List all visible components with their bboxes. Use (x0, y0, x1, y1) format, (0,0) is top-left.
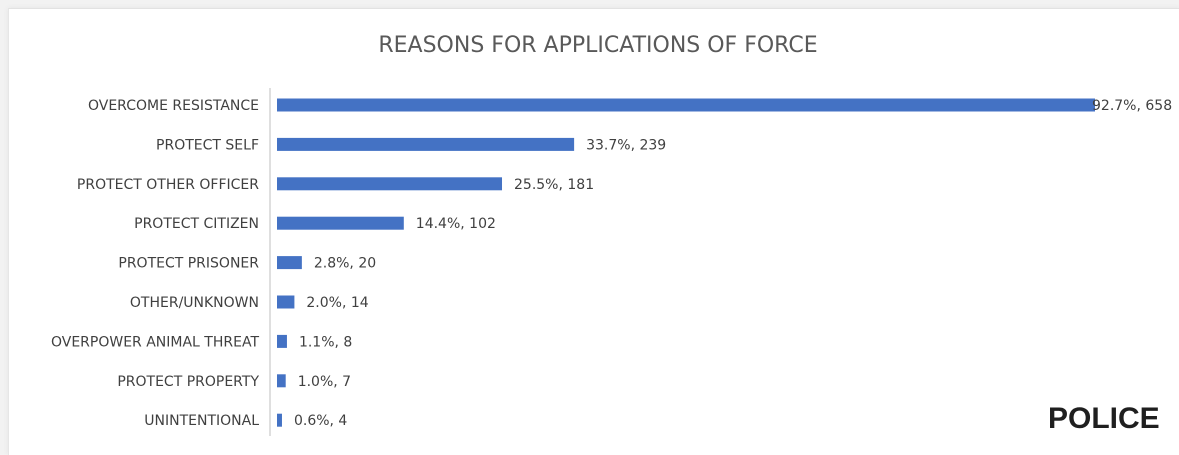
category-label: PROTECT PRISONER (118, 256, 259, 272)
data-label: 1.1%, 8 (299, 334, 352, 350)
data-label: 25.5%, 181 (514, 177, 594, 193)
bar (277, 137, 575, 151)
data-label: 1.0%, 7 (298, 374, 351, 390)
bars-group: OVERCOME RESISTANCE 92.7%, 658 PROTECT SEL… (51, 98, 1172, 429)
data-label: 33.7%, 239 (586, 137, 666, 153)
category-label: PROTECT CITIZEN (134, 216, 259, 232)
data-label: 14.4%, 102 (416, 216, 496, 232)
category-label: PROTECT OTHER OFFICER (77, 177, 259, 193)
data-label: 0.6%, 4 (294, 413, 347, 429)
category-label: OVERPOWER ANIMAL THREAT (51, 334, 259, 350)
category-label: OVERCOME RESISTANCE (88, 98, 259, 114)
bar (277, 216, 404, 230)
category-label: PROTECT SELF (156, 137, 259, 153)
bar (277, 177, 503, 191)
bar (277, 295, 295, 309)
bar (277, 334, 287, 348)
data-label: 2.8%, 20 (314, 256, 376, 272)
chart-area (8, 8, 1179, 455)
data-label: 92.7%, 658 (1092, 98, 1172, 114)
chart-title: REASONS FOR APPLICATIONS OF FORCE (378, 33, 817, 58)
data-label: 2.0%, 14 (306, 295, 368, 311)
category-label: UNINTENTIONAL (144, 413, 259, 429)
bar (277, 374, 286, 388)
brand-label: POLICE (1048, 402, 1160, 435)
bar (277, 413, 282, 427)
category-label: OTHER/UNKNOWN (130, 295, 259, 311)
category-label: PROTECT PROPERTY (117, 374, 259, 390)
bar (277, 256, 302, 270)
bar (277, 98, 1095, 112)
